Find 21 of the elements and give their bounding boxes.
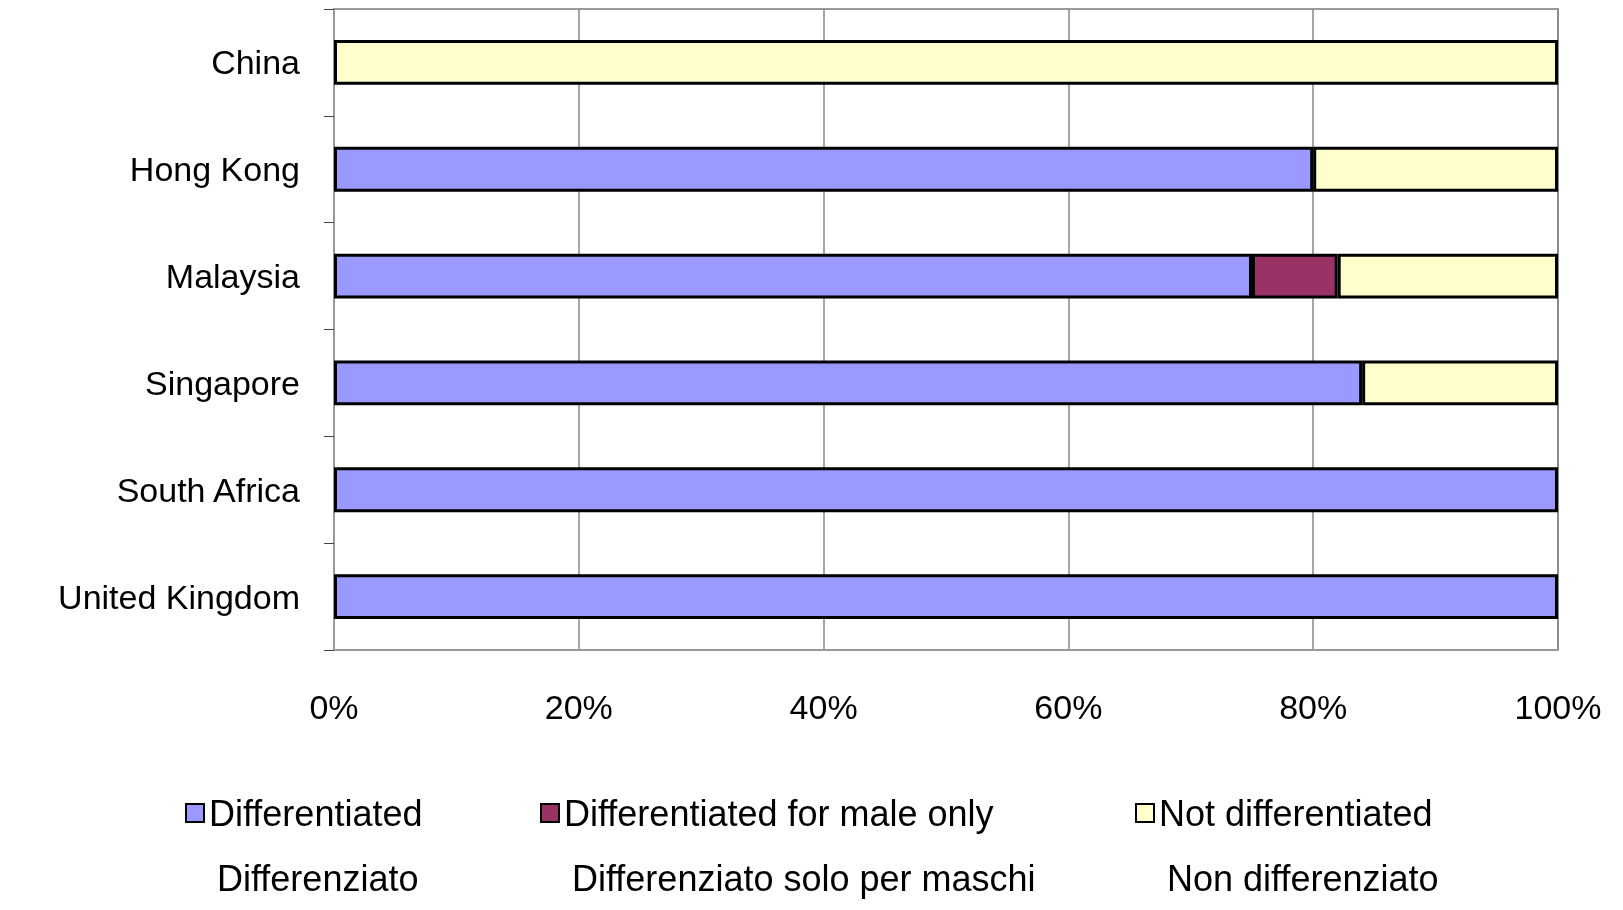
y-tick-label: Singapore	[144, 363, 300, 402]
bar	[334, 39, 1558, 85]
bar	[334, 467, 1558, 513]
x-tick-label: 0%	[309, 688, 359, 726]
x-tick-label: 40%	[789, 688, 858, 726]
y-tick-label: China	[211, 43, 301, 82]
y-tick-label: United Kingdom	[58, 577, 300, 616]
y-tick-label: South Africa	[116, 470, 301, 509]
text: Differenziato	[217, 857, 419, 899]
legend-label: Differentiated	[209, 792, 423, 834]
y-tick-label: Malaysia	[165, 257, 301, 296]
legend-label: Not differentiated	[1159, 792, 1433, 834]
x-tick-label: 80%	[1279, 688, 1348, 726]
x-tick-label: 20%	[544, 688, 613, 726]
text: Non differenziato	[1167, 857, 1439, 899]
y-tick-label: Hong Kong	[129, 150, 300, 189]
x-tick-label: 60%	[1034, 688, 1103, 726]
bar	[334, 574, 1558, 620]
x-tick-label: 100%	[1514, 688, 1602, 726]
text: Differenziato solo per maschi	[572, 857, 1036, 899]
legend-label: Differentiated for male only	[564, 792, 994, 834]
